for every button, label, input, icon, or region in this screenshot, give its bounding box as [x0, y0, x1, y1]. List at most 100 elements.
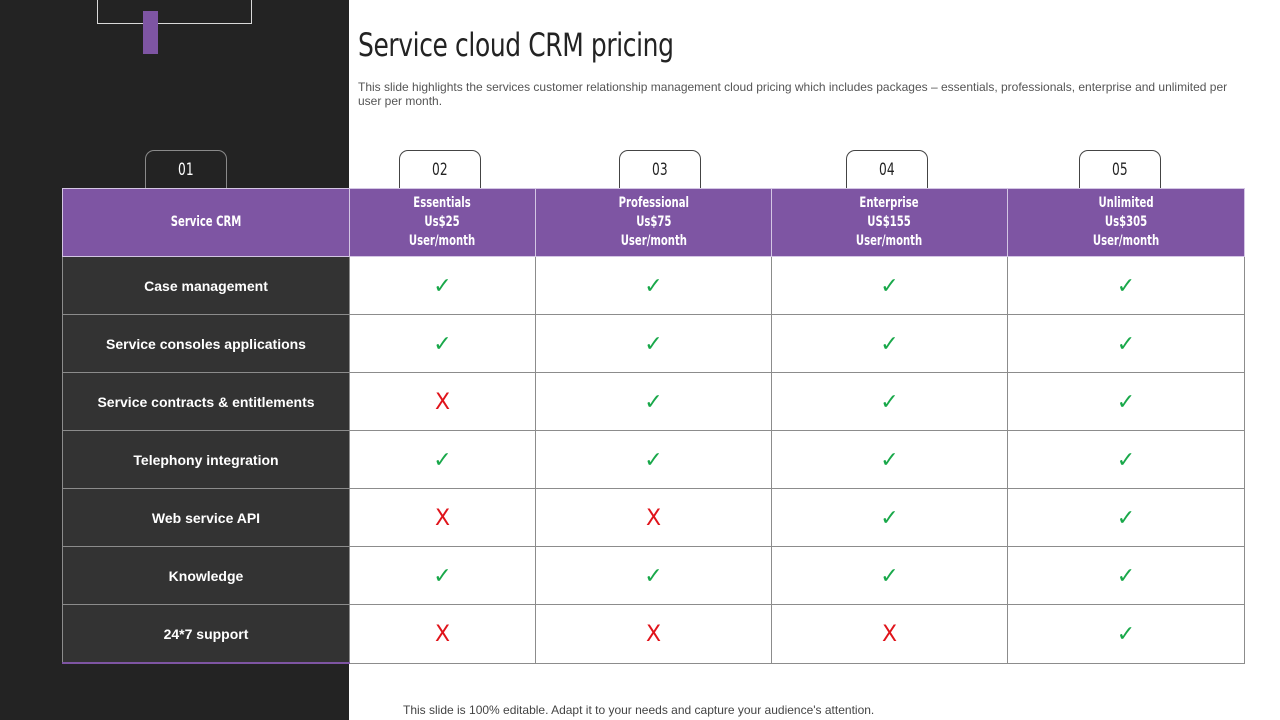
availability-cell: ✓: [771, 256, 1008, 315]
availability-cell: ✓: [1007, 372, 1245, 431]
check-icon: ✓: [644, 388, 663, 414]
tab-01: 01: [145, 150, 227, 188]
decorative-accent-bar: [143, 11, 158, 54]
cross-icon: X: [434, 505, 451, 531]
availability-cell: ✓: [535, 256, 772, 315]
table-row: Web service API X X ✓ ✓: [62, 488, 1245, 547]
tab-number: 01: [178, 159, 194, 180]
check-icon: ✓: [880, 330, 899, 356]
availability-cell: ✓: [349, 546, 536, 605]
check-icon: ✓: [644, 562, 663, 588]
page-title: Service cloud CRM pricing: [358, 26, 674, 64]
check-icon: ✓: [1116, 620, 1136, 646]
availability-cell: ✓: [535, 430, 772, 489]
plan-name: Professional: [618, 195, 689, 211]
feature-label: Case management: [62, 256, 350, 315]
plan-period: User/month: [620, 233, 687, 249]
plan-name: Unlimited: [1098, 195, 1154, 211]
availability-cell: X: [771, 604, 1008, 664]
check-icon: ✓: [433, 562, 452, 588]
cross-icon: X: [881, 621, 898, 647]
availability-cell: ✓: [771, 372, 1008, 431]
availability-cell: ✓: [535, 372, 772, 431]
availability-cell: ✓: [349, 256, 536, 315]
availability-cell: X: [535, 488, 772, 547]
feature-label: Service contracts & entitlements: [62, 372, 350, 431]
availability-cell: ✓: [1007, 604, 1245, 664]
check-icon: ✓: [433, 272, 452, 298]
availability-cell: ✓: [1007, 314, 1245, 373]
plan-price: Us$305: [1104, 214, 1148, 230]
pricing-table: Service CRM Essentials Us$25 User/month Pr…: [62, 188, 1245, 664]
page-subtitle: This slide highlights the services custo…: [358, 80, 1228, 108]
tab-05: 05: [1079, 150, 1161, 188]
availability-cell: X: [349, 372, 536, 431]
plan-header-professional: Professional Us$75 User/month: [535, 188, 772, 257]
check-icon: ✓: [880, 272, 899, 298]
table-header-row: Service CRM Essentials Us$25 User/month Pr…: [62, 188, 1245, 257]
check-icon: ✓: [880, 504, 899, 530]
availability-cell: X: [349, 604, 536, 664]
feature-label: 24*7 support: [62, 604, 350, 664]
plan-name: Essentials: [413, 195, 472, 211]
availability-cell: ✓: [771, 488, 1008, 547]
plan-period: User/month: [1092, 233, 1160, 249]
check-icon: ✓: [1116, 388, 1136, 414]
availability-cell: ✓: [535, 546, 772, 605]
plan-price: Us$75: [635, 214, 672, 230]
table-body: Case management ✓ ✓ ✓ ✓ Service consoles appl…: [62, 256, 1245, 664]
feature-label: Knowledge: [62, 546, 350, 605]
table-row: 24*7 support X X X ✓: [62, 604, 1245, 664]
check-icon: ✓: [644, 330, 663, 356]
table-row: Service contracts & entitlements X ✓ ✓ ✓: [62, 372, 1245, 431]
check-icon: ✓: [1116, 504, 1136, 530]
plan-name: Enterprise: [859, 195, 920, 211]
availability-cell: X: [535, 604, 772, 664]
cross-icon: X: [434, 389, 451, 415]
plan-header-essentials: Essentials Us$25 User/month: [349, 188, 536, 257]
check-icon: ✓: [1116, 562, 1136, 588]
availability-cell: X: [349, 488, 536, 547]
check-icon: ✓: [644, 446, 663, 472]
check-icon: ✓: [1116, 330, 1136, 356]
availability-cell: ✓: [771, 546, 1008, 605]
plan-header-enterprise: Enterprise US$155 User/month: [771, 188, 1008, 257]
check-icon: ✓: [433, 330, 452, 356]
feature-label: Telephony integration: [62, 430, 350, 489]
table-row: Case management ✓ ✓ ✓ ✓: [62, 256, 1245, 315]
check-icon: ✓: [880, 446, 899, 472]
decorative-frame: [97, 0, 252, 24]
tab-number: 05: [1112, 159, 1128, 180]
availability-cell: ✓: [1007, 546, 1245, 605]
table-row: Telephony integration ✓ ✓ ✓ ✓: [62, 430, 1245, 489]
plan-price: Us$25: [424, 214, 461, 230]
feature-label: Service consoles applications: [62, 314, 350, 373]
availability-cell: ✓: [1007, 488, 1245, 547]
cross-icon: X: [645, 621, 662, 647]
feature-label: Web service API: [62, 488, 350, 547]
check-icon: ✓: [433, 446, 452, 472]
tab-02: 02: [399, 150, 481, 188]
table-row: Service consoles applications ✓ ✓ ✓ ✓: [62, 314, 1245, 373]
plan-period: User/month: [409, 233, 476, 249]
availability-cell: ✓: [349, 314, 536, 373]
tab-number: 02: [432, 159, 448, 180]
check-icon: ✓: [880, 562, 899, 588]
availability-cell: ✓: [1007, 430, 1245, 489]
tab-number: 04: [879, 159, 895, 180]
table-row: Knowledge ✓ ✓ ✓ ✓: [62, 546, 1245, 605]
header-service-crm: Service CRM: [62, 188, 350, 257]
tab-04: 04: [846, 150, 928, 188]
check-icon: ✓: [880, 388, 899, 414]
availability-cell: ✓: [771, 430, 1008, 489]
availability-cell: ✓: [771, 314, 1008, 373]
cross-icon: X: [434, 621, 451, 647]
check-icon: ✓: [1116, 272, 1136, 298]
tab-number: 03: [652, 159, 668, 180]
availability-cell: ✓: [535, 314, 772, 373]
plan-period: User/month: [856, 233, 923, 249]
availability-cell: ✓: [1007, 256, 1245, 315]
plan-header-unlimited: Unlimited Us$305 User/month: [1007, 188, 1245, 257]
check-icon: ✓: [1116, 446, 1136, 472]
plan-price: US$155: [867, 214, 912, 230]
